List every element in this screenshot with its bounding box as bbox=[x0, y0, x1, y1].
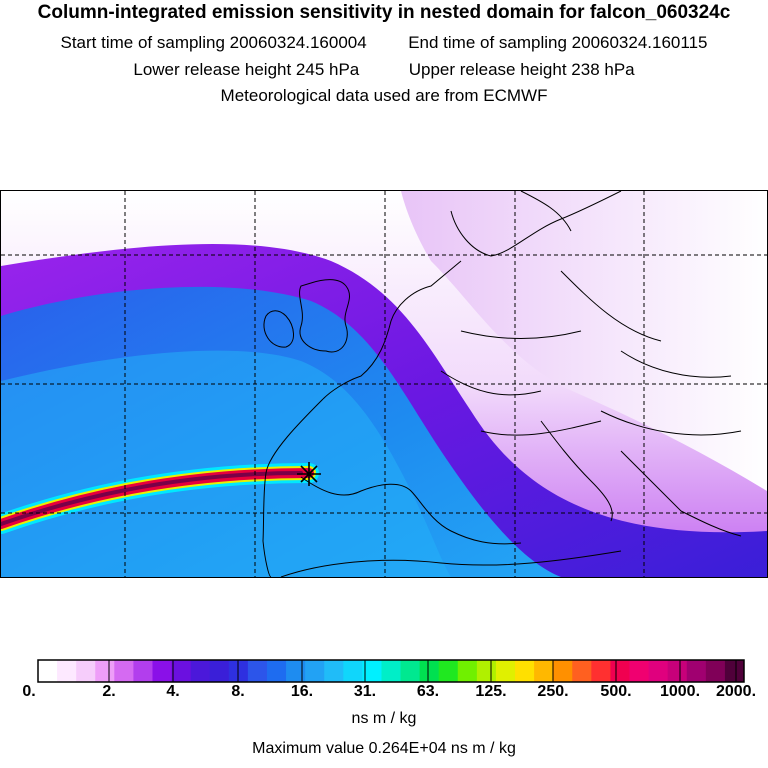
colorbar-swatch bbox=[57, 660, 77, 682]
met-data-label: Meteorological data used are from ECMWF bbox=[220, 86, 548, 105]
colorbar-tick-label: 0. bbox=[22, 683, 36, 700]
release-point-star bbox=[297, 462, 321, 486]
colorbar-swatch bbox=[591, 660, 611, 682]
colorbar-swatch bbox=[381, 660, 402, 682]
colorbar bbox=[37, 659, 745, 683]
colorbar-tick-label: 2000. bbox=[715, 683, 757, 700]
colorbar-swatch bbox=[228, 660, 249, 682]
grid-lines bbox=[1, 191, 767, 577]
colorbar-swatch bbox=[476, 660, 497, 682]
colorbar-swatch bbox=[76, 660, 96, 682]
colorbar-swatch bbox=[152, 660, 173, 682]
colorbar-swatch bbox=[114, 660, 134, 682]
colorbar-tick-label: 16. bbox=[290, 683, 314, 700]
colorbar-tick-label: 1000. bbox=[659, 683, 701, 700]
east-light-region bbox=[401, 191, 767, 491]
colorbar-swatch bbox=[324, 660, 344, 682]
maximum-value-label: Maximum value 0.264E+04 ns m / kg bbox=[252, 740, 516, 757]
coastlines bbox=[262, 191, 742, 577]
colorbar-swatch bbox=[419, 660, 440, 682]
start-time-label: Start time of sampling 20060324.160004 bbox=[60, 33, 367, 52]
colorbar-swatch bbox=[209, 660, 230, 682]
colorbar-swatch bbox=[171, 660, 192, 682]
colorbar-swatch bbox=[247, 660, 268, 682]
colorbar-swatch bbox=[362, 660, 382, 682]
colorbar-swatch bbox=[515, 660, 535, 682]
sampling-times-line: Start time of sampling 20060324.160004 E… bbox=[0, 33, 768, 53]
italy-coast bbox=[540, 420, 613, 522]
colorbar-swatch bbox=[286, 660, 306, 682]
britain-coast bbox=[299, 279, 351, 353]
colorbar-swatch bbox=[629, 660, 650, 682]
colorbar-swatch bbox=[667, 660, 688, 682]
colorbar-swatch bbox=[686, 660, 707, 682]
colorbar-tick-label: 63. bbox=[416, 683, 440, 700]
colorbar-tick-label: 500. bbox=[600, 683, 632, 700]
colorbar-swatch bbox=[457, 660, 478, 682]
end-time-label: End time of sampling 20060324.160115 bbox=[408, 33, 708, 52]
colorbar-swatch bbox=[648, 660, 669, 682]
colorbar-tick-label: 4. bbox=[166, 683, 180, 700]
colorbar-tick-label: 125. bbox=[475, 683, 507, 700]
colorbar-swatch bbox=[400, 660, 421, 682]
colorbar-swatch bbox=[133, 660, 153, 682]
release-heights-line: Lower release height 245 hPa Upper relea… bbox=[0, 60, 768, 80]
colorbar-swatch bbox=[38, 660, 58, 682]
colorbar-border bbox=[37, 659, 745, 683]
colorbar-tick-label: 250. bbox=[537, 683, 569, 700]
colorbar-unit-label: ns m / kg bbox=[351, 710, 417, 727]
colorbar-swatch bbox=[724, 660, 745, 682]
colorbar-swatch bbox=[534, 660, 554, 682]
map-plot bbox=[1, 191, 767, 577]
ireland-coast bbox=[263, 310, 294, 348]
iberia-coast bbox=[262, 398, 522, 577]
scandinavia-coast bbox=[450, 191, 622, 257]
colorbar-tick-label: 8. bbox=[231, 683, 245, 700]
balkan-coast bbox=[620, 450, 742, 537]
colorbar-swatch bbox=[495, 660, 516, 682]
colorbar-swatch bbox=[572, 660, 592, 682]
colorbar-swatch bbox=[266, 660, 287, 682]
colorbar-swatch bbox=[610, 660, 631, 682]
north-africa-coast bbox=[280, 550, 622, 577]
colorbar-tick-label: 31. bbox=[353, 683, 377, 700]
blue-plume-core bbox=[1, 350, 451, 577]
colorbar-swatch bbox=[190, 660, 211, 682]
france-coast bbox=[322, 260, 462, 400]
colorbar-swatch bbox=[705, 660, 726, 682]
borders bbox=[440, 270, 742, 436]
sensitivity-map bbox=[0, 190, 768, 578]
colorbar-swatch bbox=[305, 660, 325, 682]
upper-release-label: Upper release height 238 hPa bbox=[408, 60, 635, 79]
colorbar-swatch bbox=[95, 660, 115, 682]
colorbar-swatch bbox=[438, 660, 459, 682]
colorbar-swatch bbox=[553, 660, 573, 682]
map-title: Column-integrated emission sensitivity i… bbox=[37, 2, 731, 23]
lower-release-label: Lower release height 245 hPa bbox=[133, 60, 360, 79]
colorbar-tick-label: 2. bbox=[102, 683, 116, 700]
colorbar-swatch bbox=[343, 660, 363, 682]
